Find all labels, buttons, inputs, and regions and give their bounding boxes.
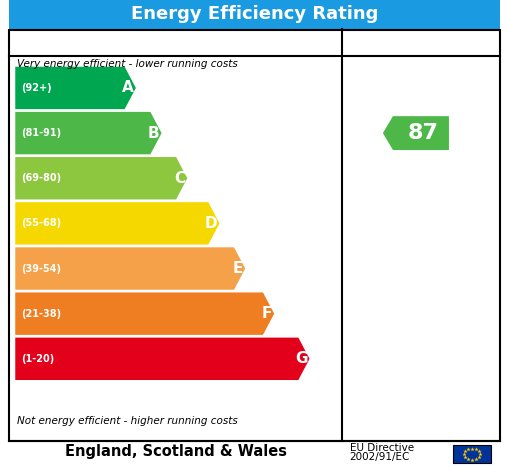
Bar: [453, 446, 491, 463]
Text: Energy Efficiency Rating: Energy Efficiency Rating: [131, 6, 378, 23]
Text: C: C: [174, 171, 185, 186]
Text: (39-54): (39-54): [21, 263, 62, 274]
Polygon shape: [15, 202, 219, 245]
Bar: [9, 30, 500, 441]
Text: EU Directive: EU Directive: [350, 443, 414, 453]
Text: (69-80): (69-80): [21, 173, 62, 183]
Text: (92+): (92+): [21, 83, 52, 93]
Text: 2002/91/EC: 2002/91/EC: [350, 452, 410, 462]
Text: England, Scotland & Wales: England, Scotland & Wales: [65, 444, 287, 460]
Polygon shape: [15, 338, 309, 380]
Text: (81-91): (81-91): [21, 128, 62, 138]
Text: 87: 87: [408, 123, 439, 143]
Polygon shape: [15, 157, 187, 199]
Text: Very energy efficient - lower running costs: Very energy efficient - lower running co…: [17, 59, 238, 70]
Bar: [9, 0, 500, 29]
Text: G: G: [295, 351, 307, 366]
Polygon shape: [15, 248, 245, 290]
Text: F: F: [262, 306, 272, 321]
Text: E: E: [233, 261, 243, 276]
Polygon shape: [15, 67, 136, 109]
Text: A: A: [122, 80, 134, 95]
Polygon shape: [383, 116, 449, 150]
Polygon shape: [15, 112, 161, 154]
Text: (21-38): (21-38): [21, 309, 62, 318]
Text: (55-68): (55-68): [21, 219, 62, 228]
Text: D: D: [205, 216, 217, 231]
Text: Not energy efficient - higher running costs: Not energy efficient - higher running co…: [17, 416, 238, 426]
Polygon shape: [15, 292, 274, 335]
Text: (1-20): (1-20): [21, 354, 54, 364]
Text: B: B: [148, 126, 159, 141]
